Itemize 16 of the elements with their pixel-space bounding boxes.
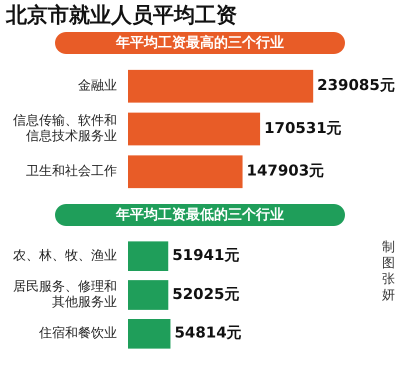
chart-subtitle: 年平均工资最高的三个行业: [55, 32, 345, 54]
data-label: 52025元: [172, 284, 240, 303]
data-label: 54814元: [174, 324, 242, 342]
y-tick-label: 住宿和餐饮业: [38, 325, 117, 342]
data-label: 51941元: [172, 246, 240, 264]
data-label: 147903元: [246, 162, 324, 180]
data-label: 239085元: [317, 76, 395, 94]
data-label: 170531元: [264, 118, 342, 137]
y-tick-label: 居民服务、修理和其他服务业: [13, 280, 117, 310]
y-tick-label: 信息传输、软件和信息技术服务业: [13, 114, 117, 144]
text: 制图张妍: [381, 240, 396, 304]
y-tick-label: 金融业: [78, 78, 117, 94]
y-tick-label: 卫生和社会工作: [26, 164, 117, 180]
y-tick-label: 农、林、牧、渔业: [13, 248, 117, 264]
chart-title: 北京市就业人员平均工资: [6, 2, 238, 28]
text: 年平均工资最低的三个行业: [55, 204, 345, 226]
